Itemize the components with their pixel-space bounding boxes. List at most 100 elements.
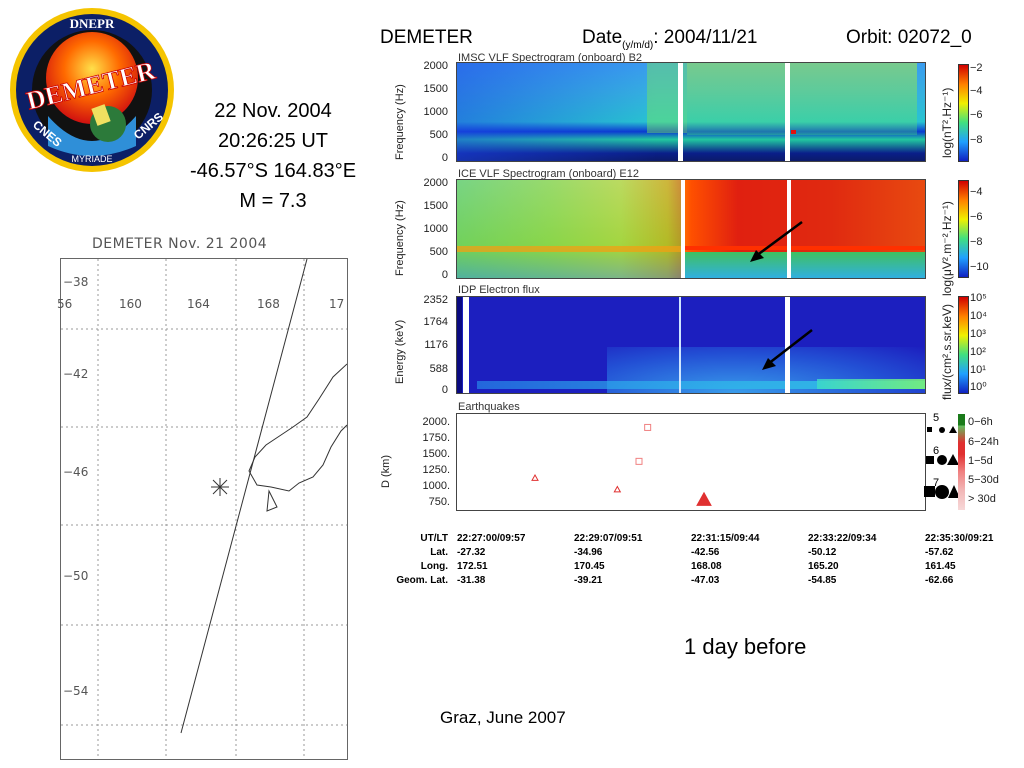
- day-before-note: 1 day before: [684, 634, 807, 659]
- header-mission: DEMETER: [380, 27, 473, 48]
- event-date: 22 Nov. 2004: [214, 100, 332, 122]
- panel1-title: IMSC VLF Spectrogram (onboard) B2: [458, 52, 643, 64]
- panel4-ylabel: D (km): [380, 455, 392, 488]
- panel3-cbar-tick: 10⁵: [970, 292, 987, 304]
- earthquake-point: [635, 457, 643, 465]
- row-label: Geom. Lat.: [396, 575, 448, 586]
- map-lon-tick: 17: [329, 297, 345, 311]
- panel3-colorbar: [958, 296, 969, 394]
- map-lon-tick: 168: [257, 297, 280, 311]
- orbit-cell: 168.08: [691, 561, 722, 572]
- mag-symbols: [924, 426, 960, 499]
- panel2-ytick: 500: [429, 246, 448, 258]
- orbit-info-col: 22:35:30/09:21 -57.62 161.45 -62.66: [925, 532, 993, 588]
- panel1-ytick: 2000: [423, 60, 448, 72]
- event-magnitude: M = 7.3: [239, 190, 307, 212]
- panel3-cbar-tick: 10²: [970, 346, 986, 358]
- panel3-title: IDP Electron flux: [458, 284, 540, 296]
- legend-item: 1−5d: [968, 455, 993, 467]
- orbit-cell: 161.45: [925, 561, 956, 572]
- orbit-info-col: 22:29:07/09:51 -34.96 170.45 -39.21: [574, 532, 642, 588]
- orbit-cell: -57.62: [925, 547, 954, 558]
- map-lon-tick: 164: [187, 297, 210, 311]
- earthquake-plot: [531, 423, 712, 506]
- orbit-cell: 22:29:07/09:51: [574, 533, 643, 544]
- orbit-cell: -39.21: [574, 575, 603, 586]
- orbit-cell: -50.12: [808, 547, 837, 558]
- orbit-cell: -62.66: [925, 575, 954, 586]
- earthquake-point: [644, 423, 652, 431]
- orbit-track: [180, 258, 308, 734]
- header-date-label: Date: [582, 27, 623, 48]
- panel4-ytick: 1250.: [422, 464, 450, 476]
- earthquake-point: [613, 485, 622, 493]
- panel1-ylabel: Frequency (Hz): [394, 84, 406, 160]
- panel3-ytick: 1764: [423, 316, 448, 328]
- orbit-cell: -27.32: [457, 547, 486, 558]
- panel2-colorbar: [958, 180, 969, 278]
- map-title: DEMETER Nov. 21 2004: [92, 236, 268, 252]
- panel4-ytick: 1000.: [422, 480, 450, 492]
- panel3-arrow: [762, 329, 813, 370]
- earthquake-point: [696, 491, 712, 506]
- mag-label: 7: [933, 477, 940, 489]
- event-info: 22 Nov. 2004 20:26:25 UT -46.57°S 164.83…: [168, 96, 378, 216]
- demeter-logo: DNEPR DEMETER CNES CNRS MYRIADE: [8, 6, 176, 174]
- panel1-ytick: 1000: [423, 106, 448, 118]
- panel3-cbar-label: flux/(cm².s.sr.keV): [940, 303, 954, 400]
- header-date: Date(y/m/d): 2004/11/21: [582, 27, 758, 51]
- row-label: Lat.: [430, 547, 448, 558]
- panel1-spectrogram: [456, 62, 926, 162]
- map-lon-tick: 56: [57, 297, 73, 311]
- event-time: 20:26:25 UT: [217, 130, 329, 152]
- orbit-cell: 170.45: [574, 561, 605, 572]
- mag-label: 6: [933, 445, 940, 457]
- panel2-arrow: [750, 220, 803, 262]
- panel2-ytick: 2000: [423, 177, 448, 189]
- orbit-cell: 22:35:30/09:21: [925, 533, 994, 544]
- event-coords: -46.57°S 164.83°E: [189, 160, 357, 182]
- panel2-spectrogram: [456, 179, 926, 279]
- coastline: [248, 363, 348, 492]
- panel2-cbar-tick: −4: [970, 186, 983, 198]
- map-lon-tick: 160: [119, 297, 142, 311]
- orbit-cell: 165.20: [808, 561, 839, 572]
- map-lat-tick: −38: [63, 275, 89, 289]
- panel1-ytick: 1500: [423, 83, 448, 95]
- footer-note: Graz, June 2007: [440, 708, 566, 727]
- panel4-ytick: 2000.: [422, 416, 450, 428]
- panel2-cbar-tick: −8: [970, 236, 983, 248]
- panel4-title: Earthquakes: [458, 401, 520, 413]
- panel1-ytick: 500: [429, 129, 448, 141]
- panel1-cbar-label: log(nT².Hz⁻¹): [940, 87, 954, 158]
- orbit-cell: -31.38: [457, 575, 486, 586]
- panel4-ytick: 750.: [428, 496, 450, 508]
- header-orbit: Orbit: 02072_0: [846, 27, 972, 48]
- orbit-info-col: 22:27:00/09:57 -27.32 172.51 -31.38: [457, 532, 525, 588]
- legend-item: 6−24h: [968, 436, 999, 448]
- logo-bottom-text: MYRIADE: [71, 154, 112, 164]
- orbit-cell: -34.96: [574, 547, 603, 558]
- panel3-ytick: 0: [441, 384, 448, 396]
- panel1-colorbar: [958, 64, 969, 162]
- orbit-cell: 22:27:00/09:57: [457, 533, 526, 544]
- panel3-ytick: 2352: [423, 294, 448, 306]
- panel3-ytick: 1176: [424, 339, 448, 351]
- panel1-cbar-tick: −8: [970, 134, 983, 146]
- legend-item: 0−6h: [968, 416, 993, 428]
- orbit-cell: 22:33:22/09:34: [808, 533, 877, 544]
- row-label: UT/LT: [420, 533, 448, 544]
- panel3-electron-flux: [456, 296, 926, 394]
- panel2-cbar-tick: −6: [970, 211, 983, 223]
- orbit-cell: 22:31:15/09:44: [691, 533, 760, 544]
- panel2-ytick: 0: [441, 269, 448, 281]
- panel1-ytick: 0: [441, 152, 448, 164]
- orbit-cell: -42.56: [691, 547, 720, 558]
- panel3-cbar-tick: 10¹: [970, 364, 986, 376]
- orbit-cell: -47.03: [691, 575, 720, 586]
- map-lat-tick: −42: [63, 367, 89, 381]
- legend-item: 5−30d: [968, 474, 999, 486]
- panel3-ytick: 588: [429, 363, 448, 375]
- epicenter-marker: [211, 478, 229, 496]
- panel2-ytick: 1500: [423, 200, 448, 212]
